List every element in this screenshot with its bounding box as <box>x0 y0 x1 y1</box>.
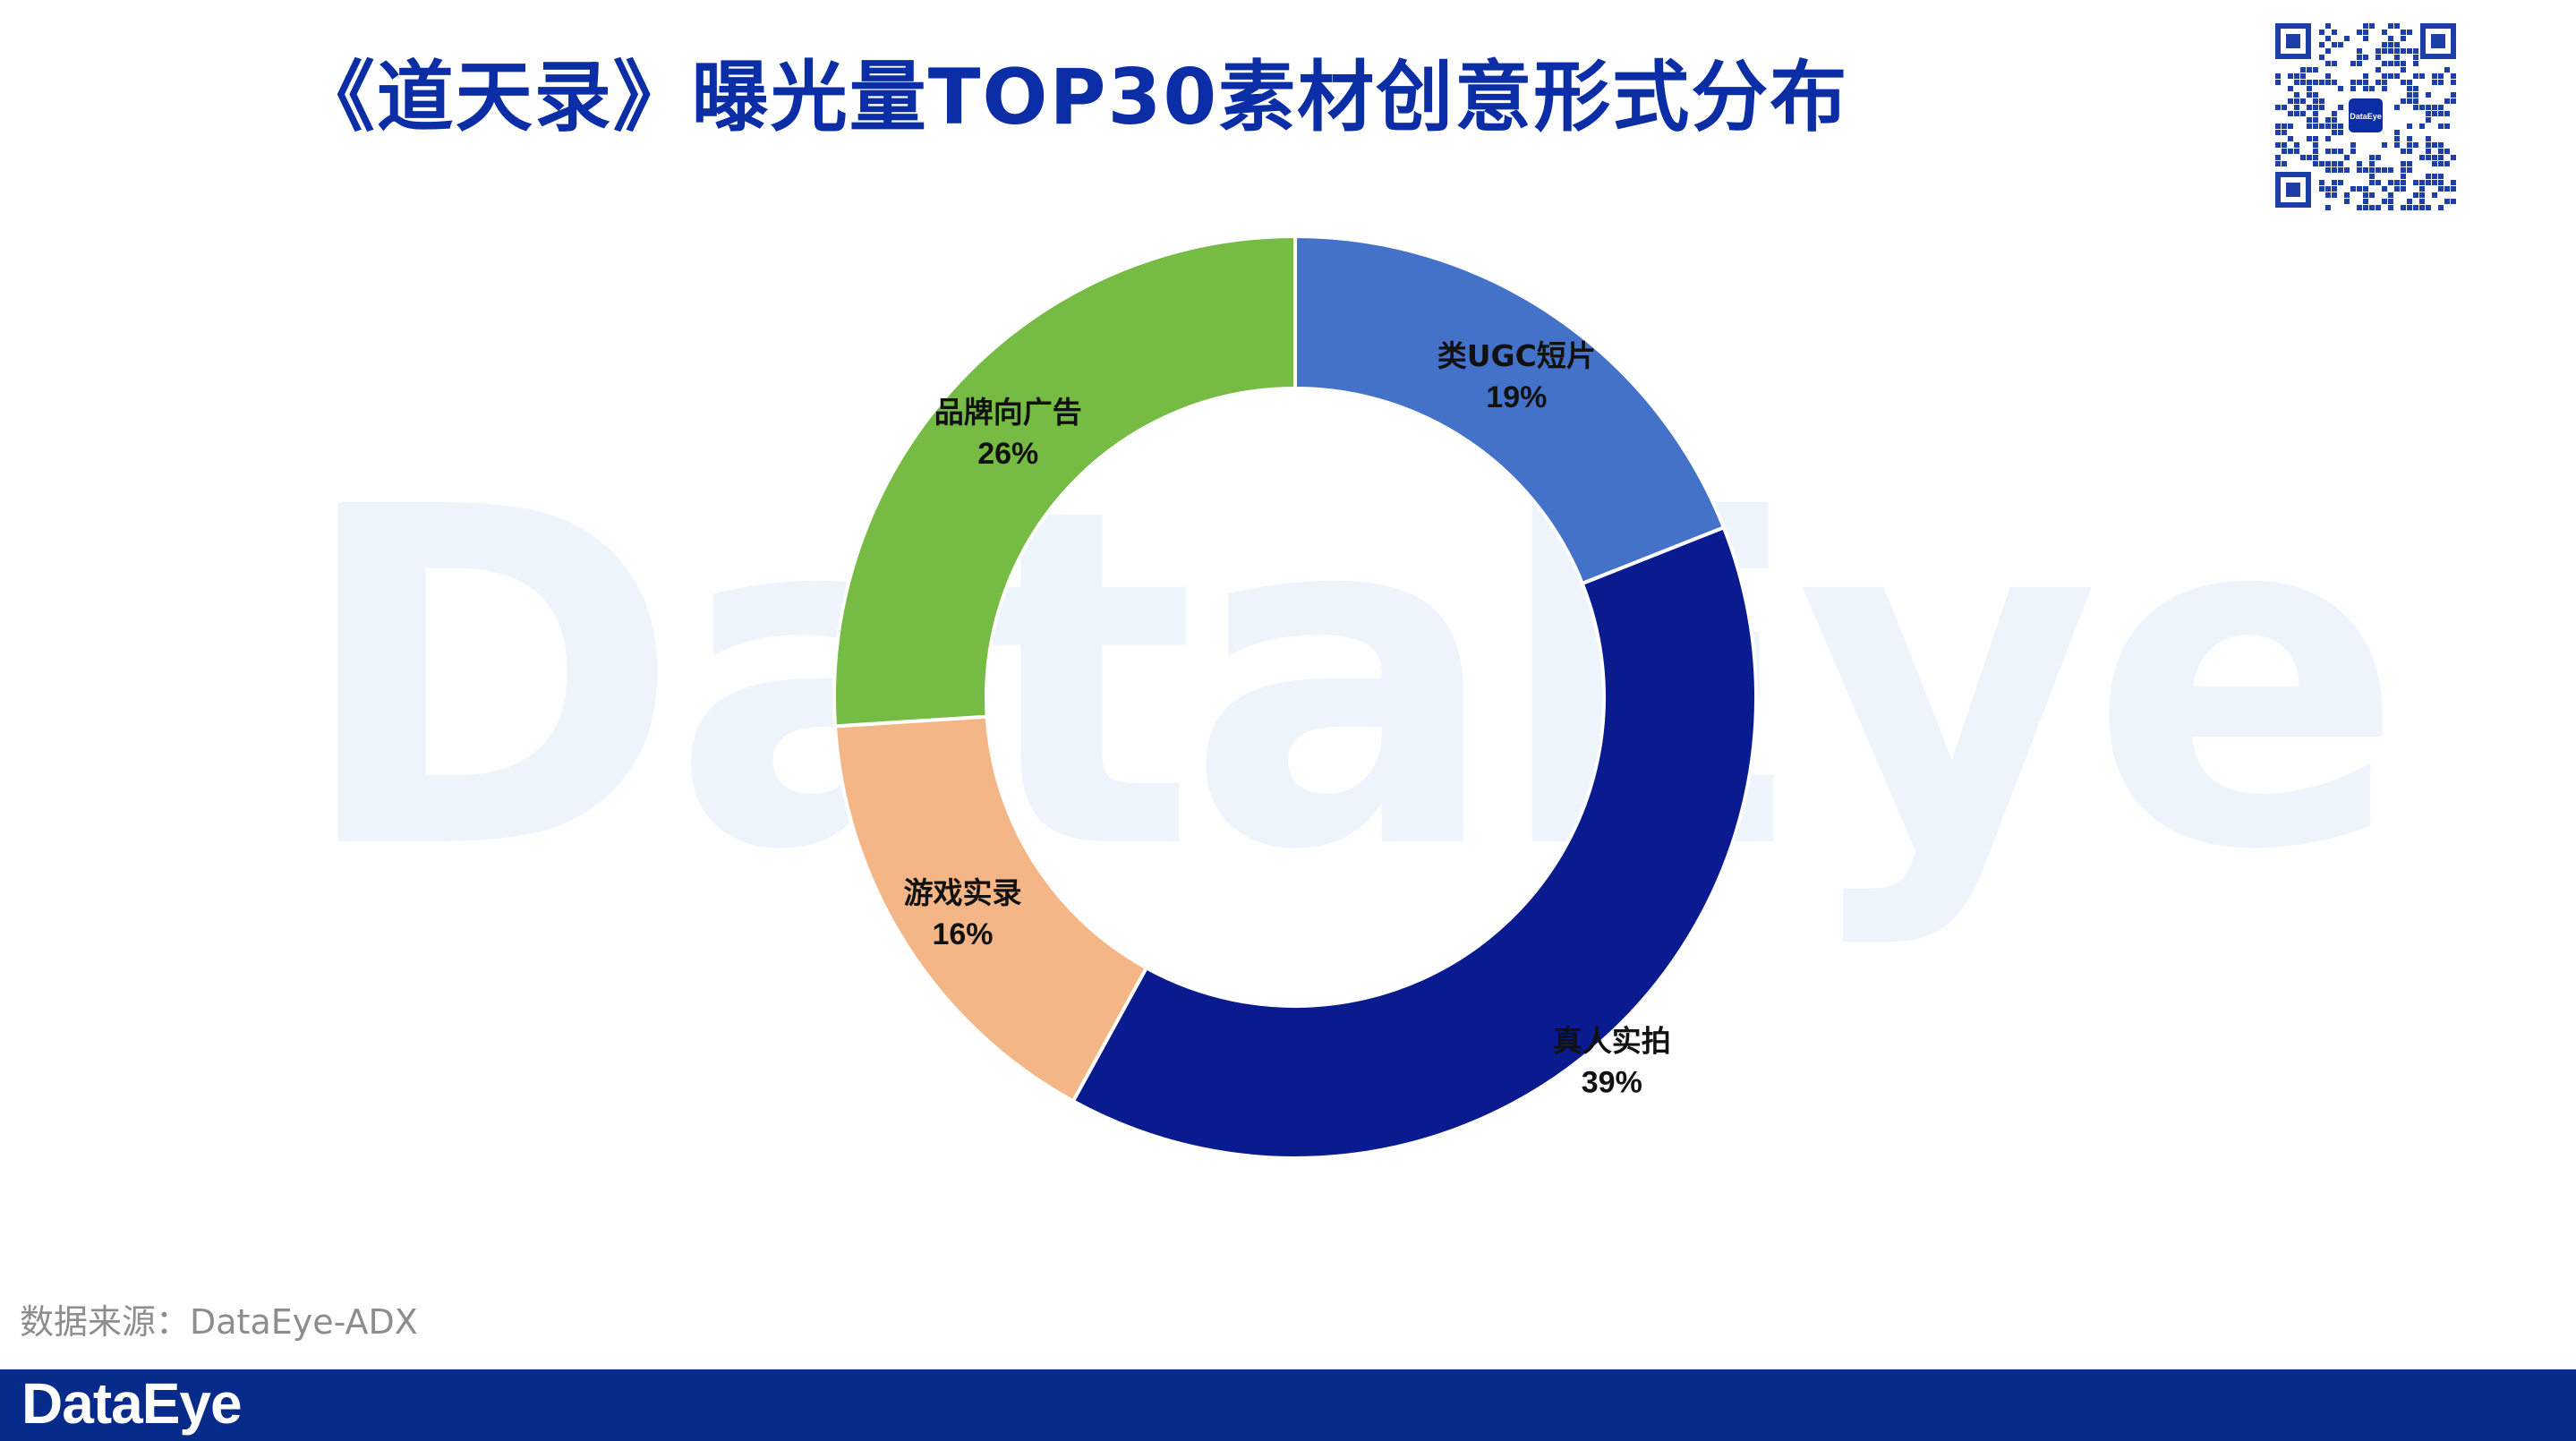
qr-badge-text: DataEye <box>2350 112 2382 121</box>
slice-label-0: 类UGC短片 <box>1437 338 1596 373</box>
slice-label-1: 真人实拍 <box>1553 1023 1671 1058</box>
slice-value-0: 19% <box>1486 380 1547 414</box>
slice-value-1: 39% <box>1582 1065 1642 1099</box>
slice-label-3: 品牌向广告 <box>934 395 1082 430</box>
slice-value-3: 26% <box>977 437 1038 471</box>
chart-title: 《道天录》曝光量TOP30素材创意形式分布 <box>297 53 1849 142</box>
watermark-logo: DataEye <box>295 409 2405 951</box>
qr-code-icon: DataEye <box>2272 20 2460 211</box>
donut-slice-1 <box>1070 524 1758 1160</box>
chart-title-wrap: 《道天录》曝光量TOP30素材创意形式分布 <box>0 34 2576 146</box>
qr-logo-badge <box>2349 98 2383 132</box>
footer-logo: DataEye <box>21 1371 243 1436</box>
donut-slice-2 <box>832 714 1149 1104</box>
donut-slice-0 <box>1293 234 1727 586</box>
slice-label-2: 游戏实录 <box>903 875 1021 910</box>
donut-slice-3 <box>832 234 1297 729</box>
footer-bar: DataEye <box>0 1369 2576 1441</box>
data-source-note: 数据来源：DataEye-ADX <box>20 1302 418 1342</box>
slice-value-2: 16% <box>932 917 993 951</box>
